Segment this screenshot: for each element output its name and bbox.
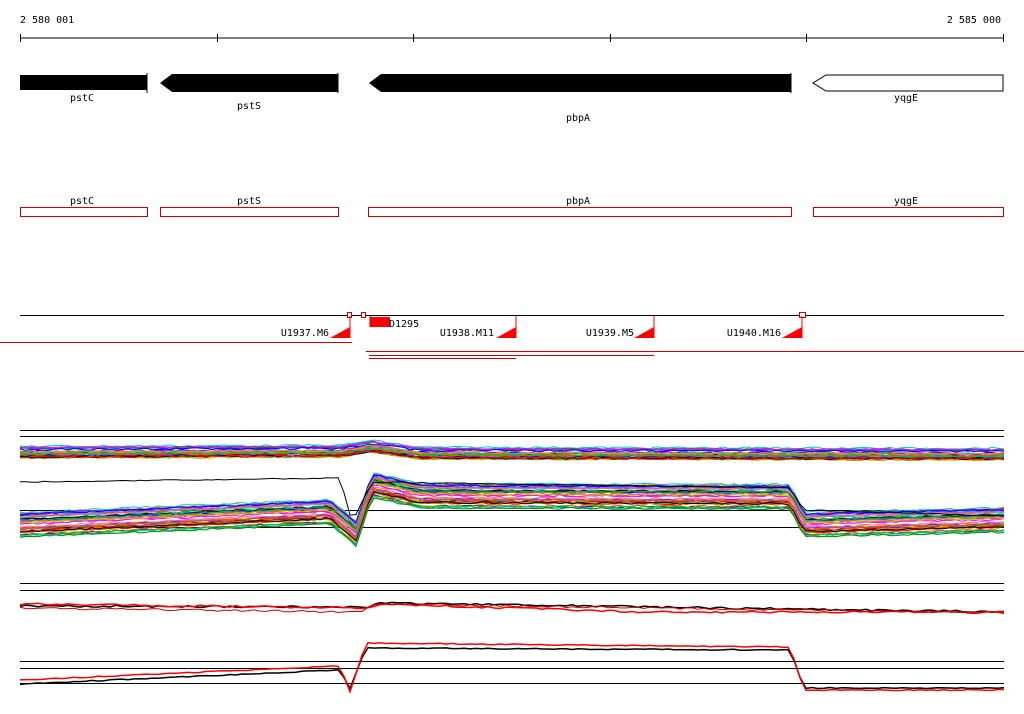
segment-end-marker — [782, 327, 802, 338]
expression-profile-panel-lower — [19, 583, 1005, 695]
profile-trace — [19, 477, 1005, 528]
segment-end-marker — [496, 327, 516, 338]
gene-box-track: pstC pstS pbpA yqgE — [20, 196, 1004, 217]
gene-arrow-pstS[interactable] — [160, 74, 338, 92]
gene-arrow-yqgE[interactable] — [812, 74, 1004, 92]
gene-box-yqgE[interactable] — [813, 207, 1004, 217]
segment-marker — [361, 312, 366, 318]
gene-label-yqgE: yqgE — [894, 93, 918, 104]
profile-trace — [19, 490, 1005, 542]
gene-box-pstC[interactable] — [20, 207, 148, 217]
gene-label-pstS: pstS — [237, 101, 261, 112]
profile-trace — [19, 451, 1005, 461]
profile-trace — [19, 477, 1005, 517]
expression-profile-panel-upper — [19, 430, 1005, 548]
gene-box-pbpA[interactable] — [368, 207, 792, 217]
gene-arrow-pstC[interactable] — [20, 75, 147, 90]
gene-label-pbpA: pbpA — [566, 113, 590, 124]
segment-label-U1938-M11: U1938.M11 — [440, 328, 494, 339]
gene-arrow-pbpA[interactable] — [369, 74, 791, 92]
segment-label-U1937-M6: U1937.M6 — [281, 328, 329, 339]
profile-trace — [19, 480, 1005, 533]
gene-box-label-pstS: pstS — [237, 196, 261, 207]
gene-box-label-pstC: pstC — [70, 196, 94, 207]
profile-trace — [19, 602, 1005, 614]
profile-trace — [19, 443, 1005, 453]
gene-label-pstC: pstC — [70, 93, 94, 104]
segment-label-U1940-M16: U1940.M16 — [727, 328, 781, 339]
profile-trace — [19, 602, 1005, 615]
profile-trace — [19, 478, 1005, 529]
profile-trace — [19, 447, 1005, 458]
profile-trace — [19, 641, 1004, 695]
coordinate-ruler: 2 580 001 2 585 000 — [20, 15, 1004, 42]
gene-box-label-yqgE: yqgE — [894, 196, 918, 207]
profile-trace — [19, 476, 1005, 527]
ruler-start-label: 2 580 001 — [20, 15, 74, 26]
profile-trace — [19, 474, 1005, 524]
segment-block-D1295[interactable] — [370, 317, 390, 327]
ruler-ticks — [20, 34, 1004, 42]
segment-label-D1295: D1295 — [389, 319, 419, 330]
gene-box-label-pbpA: pbpA — [566, 196, 590, 207]
segment-label-U1939-M5: U1939.M5 — [586, 328, 634, 339]
profile-trace — [19, 486, 1005, 537]
profile-trace — [19, 646, 1005, 691]
ruler-end-label: 2 585 000 — [947, 15, 1001, 26]
segment-track: U1937.M6 D1295 U1938.M11 U1939.M5 U1940.… — [0, 312, 1024, 359]
profile-trace — [19, 440, 1005, 451]
segment-end-marker — [634, 327, 654, 338]
gene-box-pstS[interactable] — [160, 207, 339, 217]
segment-end-marker — [330, 327, 350, 338]
profile-trace — [19, 446, 1005, 457]
gene-track: pstC pstS pbpA yqgE — [20, 73, 1004, 124]
profile-trace — [19, 497, 1005, 548]
profile-trace — [19, 488, 1005, 539]
